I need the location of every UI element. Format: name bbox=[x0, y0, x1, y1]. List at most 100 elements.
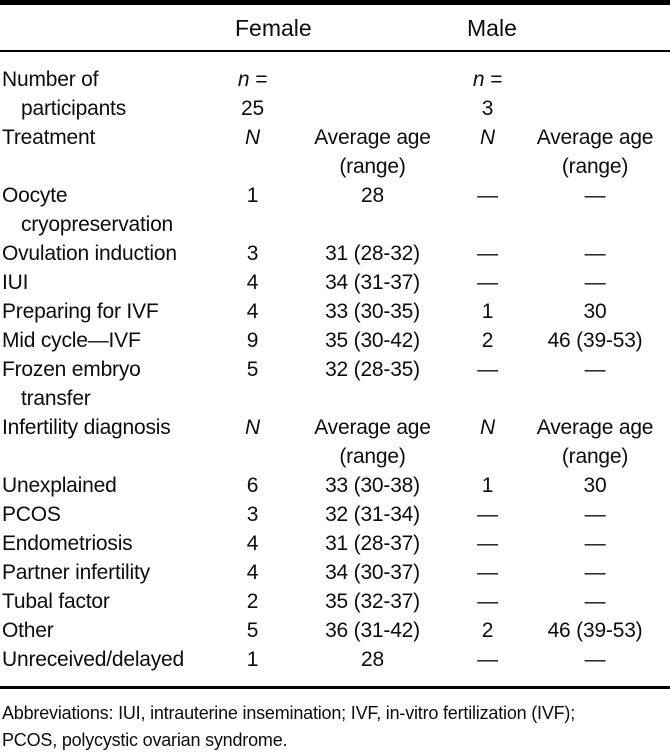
section-label: Infertility diagnosis bbox=[2, 416, 171, 439]
row-label-cell: IUI bbox=[2, 271, 29, 294]
male-age-cell: — bbox=[584, 271, 606, 294]
row-label-line1: Frozen embryo bbox=[2, 358, 141, 381]
male-age-cell: — bbox=[584, 242, 606, 265]
male-age-cell bbox=[520, 51, 670, 123]
male-age-cell: — bbox=[584, 184, 606, 207]
female-age-cell: 28 bbox=[361, 648, 384, 671]
table-row-unreceived-delayed: Unreceived/delayed 1 28 — — bbox=[0, 645, 670, 688]
female-age-header: Average age (range) bbox=[290, 413, 455, 471]
demographics-table: Female Male Number of participants n = 2… bbox=[0, 0, 670, 689]
male-age-cell: 46 (39-53) bbox=[547, 329, 643, 352]
row-label-cell: Ovulation induction bbox=[2, 242, 177, 265]
group-header-spacer bbox=[0, 2, 215, 52]
female-n-cell: n = 25 bbox=[215, 51, 290, 123]
male-n-cell: 1 bbox=[481, 474, 494, 497]
age-header-line2: (range) bbox=[561, 445, 629, 468]
row-label-line1: Number of bbox=[2, 68, 99, 91]
male-age-header: Average age (range) bbox=[520, 123, 670, 181]
male-age-cell: 30 bbox=[583, 474, 607, 497]
male-n-cell: — bbox=[477, 561, 498, 584]
male-n-header: N bbox=[455, 413, 520, 471]
row-label-line2: participants bbox=[21, 97, 126, 120]
female-n-cell: 4 bbox=[246, 271, 259, 294]
n-symbol: N bbox=[245, 126, 260, 149]
row-label-cell: Oocyte cryopreservation bbox=[0, 181, 215, 239]
male-n-cell: — bbox=[477, 590, 498, 613]
table-row-iui: IUI 4 34 (31-37) — — bbox=[0, 268, 670, 297]
n-symbol: N bbox=[245, 416, 260, 439]
table-row-oocyte-cryopreservation: Oocyte cryopreservation 1 28 — — bbox=[0, 181, 670, 239]
row-label-cell: PCOS bbox=[2, 503, 61, 526]
female-n-cell: 3 bbox=[246, 503, 259, 526]
table-row-pcos: PCOS 3 32 (31-34) — — bbox=[0, 500, 670, 529]
female-age-cell: 31 (28-32) bbox=[325, 242, 420, 265]
column-group-female: Female bbox=[215, 2, 456, 52]
age-header-line1: Average age bbox=[314, 416, 431, 439]
female-n-cell: 3 bbox=[246, 242, 259, 265]
table-row-tubal-factor: Tubal factor 2 35 (32-37) — — bbox=[0, 587, 670, 616]
male-n-cell: — bbox=[477, 503, 498, 526]
male-n-value: 3 bbox=[481, 97, 494, 120]
row-label-cell: Mid cycle—IVF bbox=[2, 329, 141, 352]
male-age-cell: 30 bbox=[583, 300, 607, 323]
female-age-cell: 28 bbox=[361, 184, 384, 207]
female-age-cell bbox=[290, 51, 455, 123]
male-n-cell: — bbox=[477, 242, 498, 265]
row-label-line2: cryopreservation bbox=[21, 213, 174, 236]
age-header-line1: Average age bbox=[314, 126, 431, 149]
female-age-cell: 34 (30-37) bbox=[325, 561, 420, 584]
table-head: Female Male bbox=[0, 2, 670, 52]
table-row-ovulation-induction: Ovulation induction 3 31 (28-32) — — bbox=[0, 239, 670, 268]
female-n-cell: 4 bbox=[246, 532, 259, 555]
female-n-symbol: n = bbox=[237, 68, 268, 91]
table-row-preparing-for-ivf: Preparing for IVF 4 33 (30-35) 1 30 bbox=[0, 297, 670, 326]
section-label: Treatment bbox=[2, 126, 96, 149]
female-age-cell: 33 (30-38) bbox=[325, 474, 420, 497]
male-age-cell: 46 (39-53) bbox=[547, 619, 643, 642]
row-label-cell: Number of participants bbox=[0, 51, 215, 123]
male-n-cell: — bbox=[477, 271, 498, 294]
female-age-cell: 36 (31-42) bbox=[325, 619, 420, 642]
male-n-cell: 2 bbox=[481, 329, 494, 352]
row-label-cell: Endometriosis bbox=[2, 532, 133, 555]
female-n-cell: 5 bbox=[246, 619, 259, 642]
row-label-cell: Unexplained bbox=[2, 474, 117, 497]
male-n-cell: n = 3 bbox=[455, 51, 520, 123]
male-n-cell: — bbox=[477, 184, 498, 207]
n-symbol: N bbox=[480, 126, 495, 149]
female-n-cell: 1 bbox=[246, 184, 259, 207]
female-n-cell: 2 bbox=[246, 590, 259, 613]
female-age-cell: 35 (30-42) bbox=[325, 329, 420, 352]
row-label-line2: transfer bbox=[21, 387, 91, 410]
male-n-cell: 2 bbox=[481, 619, 494, 642]
section-header-row-infertility-diagnosis: Infertility diagnosis N Average age (ran… bbox=[0, 413, 670, 471]
male-n-cell: — bbox=[477, 358, 498, 381]
female-age-cell: 33 (30-35) bbox=[325, 300, 420, 323]
female-n-value: 25 bbox=[241, 97, 264, 120]
age-header-line2: (range) bbox=[339, 155, 406, 178]
male-n-symbol: n = bbox=[472, 68, 503, 91]
table-row-unexplained: Unexplained 6 33 (30-38) 1 30 bbox=[0, 471, 670, 500]
age-header-line2: (range) bbox=[561, 155, 629, 178]
female-n-header: N bbox=[215, 413, 290, 471]
female-n-cell: 4 bbox=[246, 300, 259, 323]
female-age-cell: 31 (28-37) bbox=[325, 532, 420, 555]
group-header-row: Female Male bbox=[0, 2, 670, 52]
female-age-header: Average age (range) bbox=[290, 123, 455, 181]
female-age-cell: 32 (28-35) bbox=[325, 358, 420, 381]
row-label-cell: Other bbox=[2, 619, 54, 642]
female-n-cell: 5 bbox=[246, 358, 259, 381]
column-group-male: Male bbox=[455, 2, 670, 52]
male-n-cell: — bbox=[477, 648, 498, 671]
male-n-header: N bbox=[455, 123, 520, 181]
table-row-mid-cycle-ivf: Mid cycle—IVF 9 35 (30-42) 2 46 (39-53) bbox=[0, 326, 670, 355]
row-label-cell: Tubal factor bbox=[2, 590, 110, 613]
female-age-cell: 35 (32-37) bbox=[325, 590, 420, 613]
female-n-cell: 4 bbox=[246, 561, 259, 584]
table-row-frozen-embryo-transfer: Frozen embryo transfer 5 32 (28-35) — — bbox=[0, 355, 670, 413]
female-n-cell: 9 bbox=[246, 329, 259, 352]
male-age-cell: — bbox=[584, 648, 606, 671]
male-age-cell: — bbox=[584, 590, 606, 613]
row-label-cell: Preparing for IVF bbox=[2, 300, 159, 323]
